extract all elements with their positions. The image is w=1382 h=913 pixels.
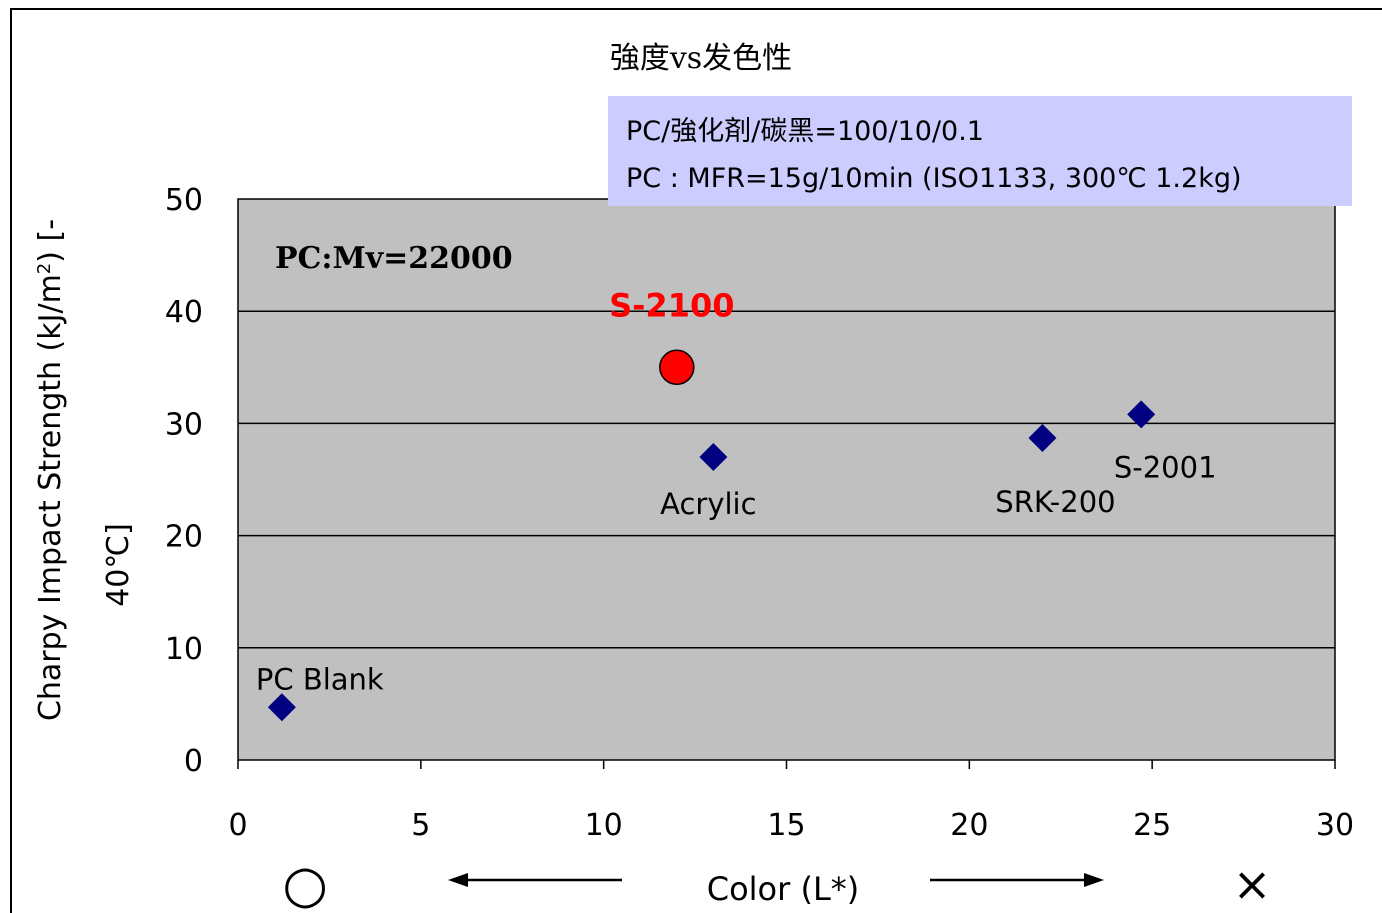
polymer-annotation: PC:Mv=22000 [275,241,513,276]
point-diamond-marker [699,443,728,472]
point-label: S-2100 [609,286,734,324]
bad-direction-symbol: × [1233,857,1272,911]
y-tick-label: 50 [165,183,203,218]
chart-title: 強度vs发色性 [610,41,792,76]
good-direction-symbol: ○ [282,855,327,913]
x-tick-label: 0 [228,808,247,843]
y-tick-label: 30 [165,407,203,442]
point-circle-marker [659,349,695,386]
point-diamond-marker [1127,400,1156,429]
gridlines [238,310,1335,649]
y-tick-label: 20 [165,520,203,555]
x-tick-label: 10 [585,808,623,843]
info-line-2: PC : MFR=15g/10min (ISO1133, 300℃ 1.2kg) [626,163,1242,194]
info-box [608,96,1352,206]
axis-ticks: 0 10 20 30 40 50 0 5 10 15 20 25 30 [165,183,1354,843]
x-tick-label: 15 [767,808,805,843]
left-arrow [448,873,622,887]
point-diamond-marker [1028,423,1057,452]
chart-frame [10,8,1382,913]
point-label: Acrylic [660,487,756,521]
point-label: S-2001 [1114,450,1217,484]
x-tick-label: 30 [1316,808,1354,843]
point-label: PC Blank [256,662,384,696]
point-diamond-marker [267,693,296,722]
y-tick-label: 0 [184,744,203,779]
info-line-1: PC/強化剤/碳黑=100/10/0.1 [626,116,984,147]
y-tick-label: 10 [165,632,203,667]
y-axis-label-cont: 40℃] [101,523,136,607]
x-tick-label: 5 [411,808,430,843]
x-axis-label: Color (L*) [707,870,860,908]
x-tick-label: 25 [1133,808,1171,843]
y-tick-label: 40 [165,295,203,330]
right-arrow [930,873,1104,887]
point-label: SRK-200 [995,485,1115,519]
plot-area [237,198,1336,761]
x-tick-label: 20 [950,808,988,843]
y-axis-label: Charpy Impact Strength (kJ/m2) [- [33,219,68,721]
